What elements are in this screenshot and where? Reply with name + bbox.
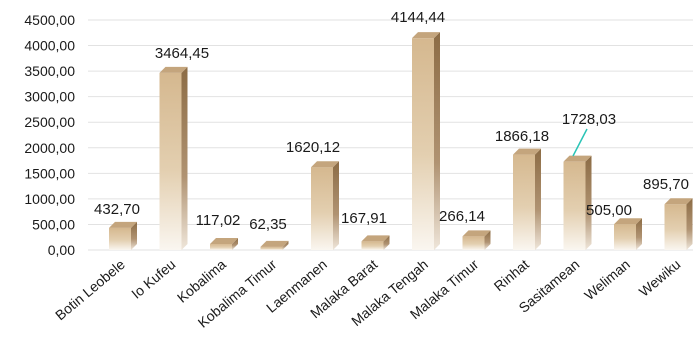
bar-top [664, 198, 693, 205]
data-label: 167,91 [341, 210, 387, 227]
y-tick-label: 0,00 [48, 242, 75, 258]
data-label: 505,00 [586, 202, 632, 219]
data-label: 432,70 [94, 201, 140, 218]
bar-front [664, 204, 687, 250]
bar-side [232, 238, 238, 250]
bar-top [513, 148, 541, 155]
bar-side [686, 198, 693, 250]
bar-top [210, 238, 238, 245]
bar-front [260, 246, 283, 250]
bar-side [131, 221, 137, 250]
data-label: 895,70 [643, 176, 689, 193]
bar-side [383, 235, 390, 250]
bar-side [585, 155, 592, 250]
bar [361, 235, 390, 250]
bar-front [563, 161, 586, 250]
bar-front [210, 244, 232, 250]
bar-top [361, 235, 390, 242]
leader-line [572, 128, 588, 157]
bar-side [434, 32, 440, 250]
bar-side [282, 240, 289, 250]
bar [311, 161, 339, 250]
y-tick-label: 3500,00 [24, 63, 75, 79]
bar-front [462, 236, 485, 250]
x-tick-label: Botin Leobele [52, 256, 128, 323]
bar [412, 32, 440, 250]
y-tick-label: 4500,00 [24, 12, 75, 28]
bar-top [260, 240, 289, 247]
y-tick-label: 1500,00 [24, 165, 75, 181]
bar-top [159, 66, 188, 73]
data-label: 1866,18 [495, 128, 549, 145]
data-label: 4144,44 [391, 9, 445, 26]
bar [513, 148, 541, 250]
y-tick-label: 500,00 [32, 216, 75, 232]
data-label: 1620,12 [286, 139, 340, 156]
y-tick-label: 1000,00 [24, 191, 75, 207]
bar [159, 66, 188, 251]
bar-front [159, 72, 182, 251]
bar-top [109, 221, 137, 228]
bar [210, 238, 238, 250]
data-label: 3464,45 [155, 45, 209, 62]
bar [614, 218, 642, 250]
bar [664, 198, 693, 250]
x-tick-label: Wewiku [636, 256, 684, 300]
bar-top [412, 32, 440, 39]
bar-front [109, 227, 131, 250]
bar-top [311, 161, 339, 168]
bar-side [484, 230, 491, 250]
bar [109, 221, 137, 250]
y-tick-label: 2500,00 [24, 114, 75, 130]
y-axis: 0,00 500,00 1000,00 1500,00 2000,00 2500,00 30… [24, 12, 75, 258]
data-label: 62,35 [249, 216, 287, 233]
bars [109, 32, 693, 251]
bar-top [614, 218, 642, 225]
x-tick-label: Rinhat [491, 256, 532, 294]
gridlines [88, 19, 693, 251]
bar-side [535, 148, 541, 250]
bar-side [333, 161, 339, 250]
bar-side [181, 66, 188, 251]
x-tick-label: Io Kufeu [128, 256, 178, 302]
bar-front [311, 167, 333, 250]
bar-front [412, 38, 434, 250]
bar-top [563, 155, 592, 162]
bar-front [361, 241, 384, 250]
y-tick-label: 3000,00 [24, 89, 75, 105]
x-tick-label: Weliman [581, 256, 633, 303]
y-tick-label: 4000,00 [24, 38, 75, 54]
data-label: 1728,03 [562, 111, 616, 128]
bar [260, 240, 289, 250]
bar-top [462, 230, 491, 237]
bar [563, 155, 592, 250]
bar-front [513, 154, 535, 250]
data-label: 266,14 [439, 208, 485, 225]
data-label: 117,02 [196, 212, 241, 229]
bar-side [636, 218, 642, 250]
data-labels: 432,70 3464,45 117,02 62,35 1620,12 167,91 414… [94, 9, 689, 233]
bar-front [614, 224, 636, 250]
bar [462, 230, 491, 250]
y-tick-label: 2000,00 [24, 140, 75, 156]
